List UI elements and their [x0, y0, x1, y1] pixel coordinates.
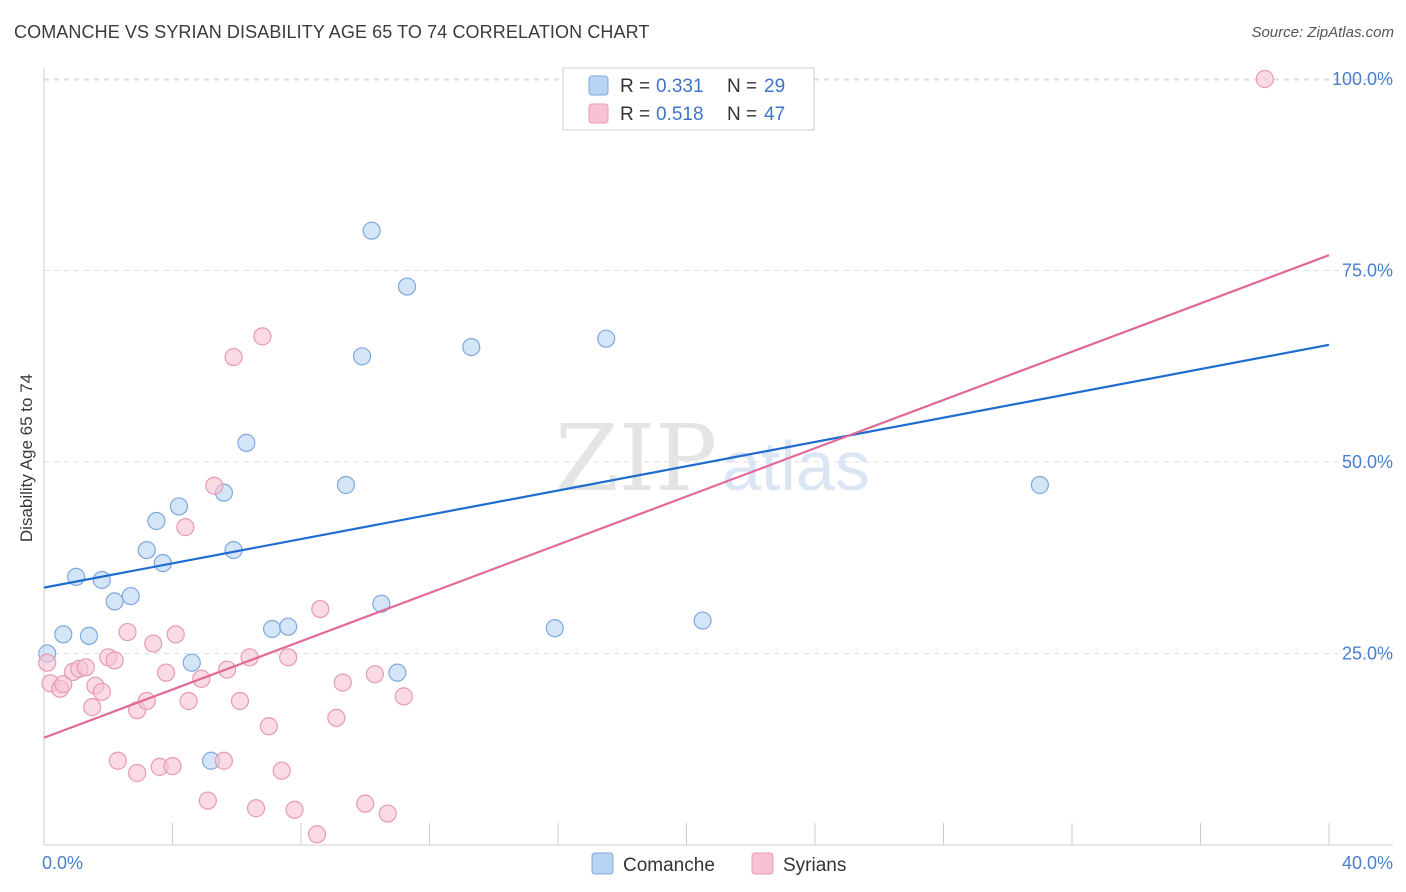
- point-syrians-29: [224, 347, 243, 367]
- watermark-atlas: atlas: [722, 427, 870, 505]
- point-comanche-16: [262, 619, 282, 639]
- points: [38, 69, 1274, 844]
- point-syrians-34: [259, 717, 278, 736]
- point-syrians-0: [38, 653, 57, 672]
- point-syrians-27: [214, 751, 233, 770]
- point-syrians-22: [176, 518, 195, 537]
- bottom-legend-swatch-comanche: [591, 852, 614, 875]
- point-comanche-15: [237, 433, 256, 452]
- legend-swatch-syrians: [588, 103, 609, 124]
- point-syrians-14: [128, 763, 147, 783]
- source-label: Source: ZipAtlas.com: [1251, 24, 1394, 41]
- bottom-legend-label-comanche: Comanche: [623, 855, 715, 876]
- point-comanche-17: [279, 617, 298, 636]
- legend-r-label-syrians: R =: [620, 104, 650, 125]
- legend-n-label-comanche: N =: [727, 76, 757, 97]
- watermark-zip: ZIP: [555, 405, 717, 512]
- x-ticks: [43, 823, 1330, 845]
- point-syrians-33: [253, 327, 272, 346]
- x-tick-label-max: 40.0%: [1342, 853, 1393, 873]
- trend-line-syrians: [43, 254, 1330, 739]
- point-syrians-32: [246, 799, 266, 818]
- legend-r-value-syrians: 0.518: [656, 104, 704, 125]
- y-tick-label-50: 50.0%: [1342, 452, 1393, 472]
- point-syrians-21: [166, 625, 185, 644]
- point-syrians-11: [105, 651, 124, 670]
- point-syrians-41: [333, 673, 352, 692]
- point-comanche-6: [121, 586, 140, 606]
- point-comanche-25: [545, 619, 564, 638]
- point-comanche-18: [336, 475, 356, 495]
- legend-n-value-comanche: 29: [764, 76, 785, 97]
- point-comanche-1: [54, 625, 73, 644]
- legend-r-value-comanche: 0.331: [656, 76, 704, 97]
- y-tick-label-100: 100.0%: [1332, 69, 1393, 89]
- point-syrians-23: [179, 691, 198, 711]
- chart-title: COMANCHE VS SYRIAN DISABILITY AGE 65 TO …: [14, 22, 650, 42]
- y-tick-label-25: 25.0%: [1342, 644, 1393, 664]
- point-comanche-27: [693, 611, 712, 630]
- trend-line-comanche: [43, 343, 1330, 589]
- legend-r-label-comanche: R =: [620, 76, 650, 97]
- point-syrians-7: [83, 698, 102, 717]
- point-comanche-3: [79, 626, 99, 645]
- point-syrians-6: [76, 658, 95, 677]
- point-syrians-36: [279, 648, 298, 667]
- legend-swatch-comanche: [588, 75, 609, 96]
- x-tick-label-min: 0.0%: [42, 853, 83, 873]
- trend-lines: [43, 254, 1330, 739]
- point-syrians-42: [356, 794, 375, 813]
- point-comanche-11: [182, 653, 201, 672]
- point-syrians-13: [118, 622, 137, 642]
- bottom-legend-label-syrians: Syrians: [783, 855, 846, 876]
- point-syrians-39: [311, 599, 330, 619]
- point-syrians-37: [285, 800, 304, 819]
- point-syrians-12: [108, 751, 127, 770]
- y-axis-title: Disability Age 65 to 74: [17, 374, 36, 542]
- point-syrians-3: [54, 675, 73, 694]
- grid: [44, 78, 1393, 654]
- point-syrians-46: [1255, 69, 1274, 89]
- point-syrians-45: [394, 687, 413, 706]
- point-syrians-38: [307, 825, 327, 844]
- stats-legend: R = 0.331 N = 29 R = 0.518 N = 47: [562, 67, 815, 131]
- point-comanche-7: [137, 540, 156, 560]
- point-syrians-26: [205, 476, 224, 495]
- point-syrians-44: [378, 804, 397, 823]
- point-syrians-43: [365, 665, 384, 684]
- y-tick-label-75: 75.0%: [1342, 261, 1393, 281]
- legend-n-value-syrians: 47: [764, 104, 785, 125]
- point-syrians-17: [144, 634, 163, 653]
- bottom-legend-swatch-syrians: [751, 852, 774, 875]
- point-syrians-30: [230, 691, 250, 711]
- point-syrians-40: [327, 708, 346, 727]
- point-comanche-24: [462, 338, 481, 357]
- point-comanche-23: [397, 277, 417, 296]
- legend-n-label-syrians: N =: [727, 104, 757, 125]
- point-syrians-20: [163, 757, 182, 776]
- point-syrians-25: [198, 791, 217, 810]
- point-syrians-35: [272, 761, 291, 780]
- point-comanche-26: [597, 329, 616, 348]
- point-syrians-19: [156, 663, 176, 682]
- point-comanche-19: [352, 347, 372, 366]
- point-comanche-5: [105, 592, 124, 611]
- point-comanche-8: [147, 511, 166, 531]
- point-comanche-20: [362, 221, 381, 240]
- point-comanche-28: [1030, 475, 1049, 495]
- point-comanche-10: [169, 497, 189, 516]
- point-syrians-9: [92, 682, 111, 701]
- point-comanche-22: [388, 663, 407, 682]
- point-comanche-4: [92, 570, 111, 590]
- series-legend: Comanche Syrians: [591, 852, 846, 876]
- y-tick-labels: 25.0% 50.0% 75.0% 100.0%: [1332, 69, 1393, 664]
